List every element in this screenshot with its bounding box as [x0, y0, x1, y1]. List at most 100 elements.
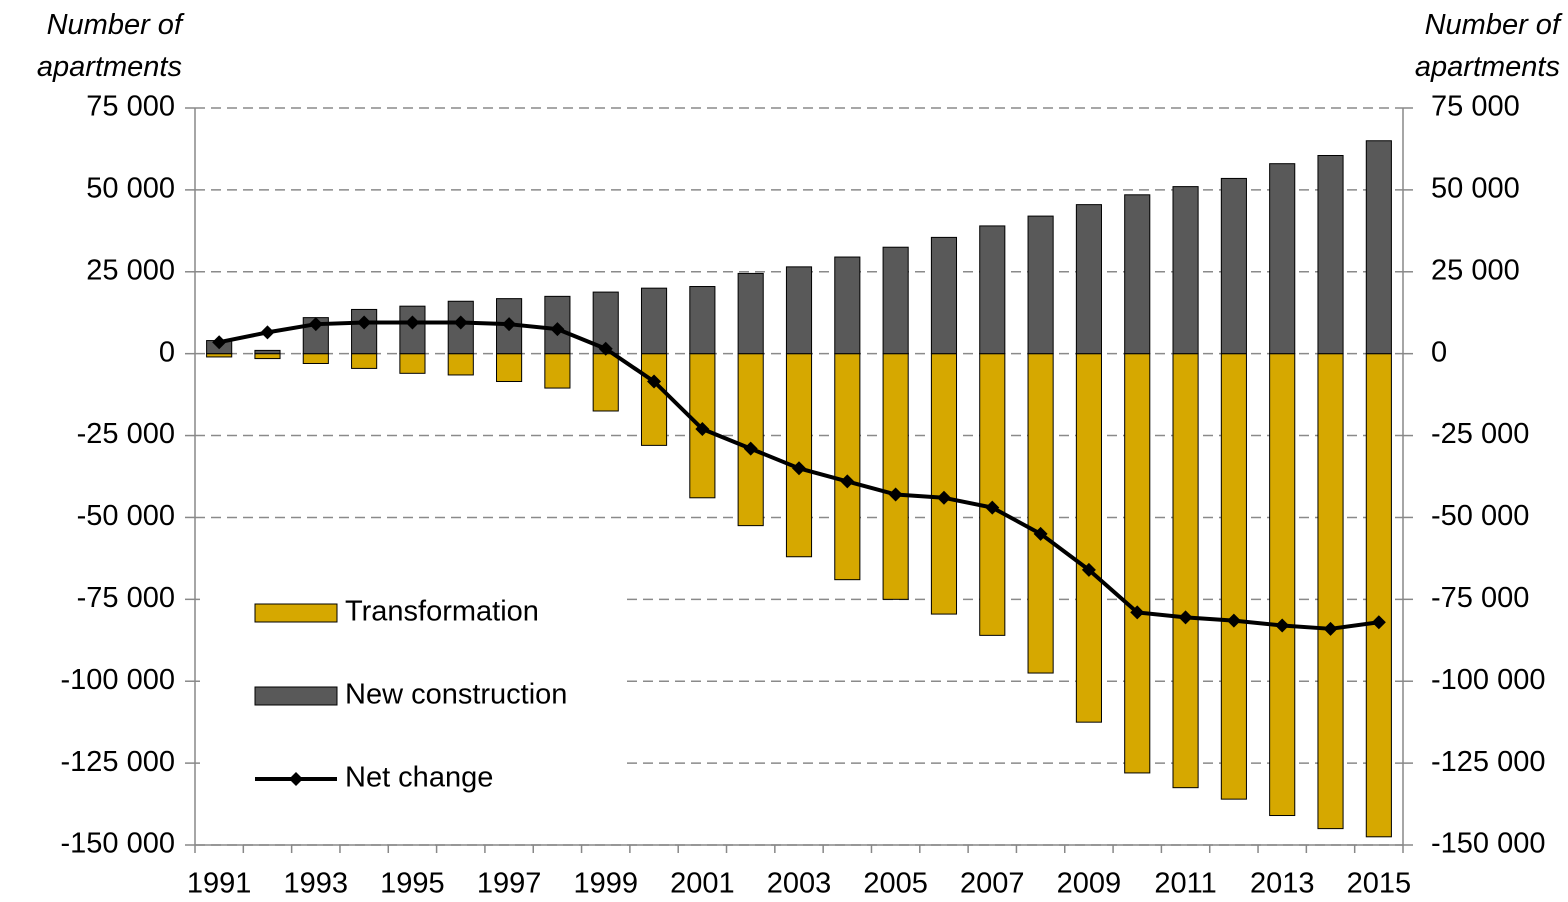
x-tick-label: 1999 — [573, 868, 638, 900]
y2-tick-label: -125 000 — [1431, 746, 1546, 778]
bar — [1220, 353, 1247, 800]
bar — [1317, 353, 1344, 830]
x-tick-label: 2015 — [1347, 868, 1412, 900]
marker — [502, 317, 517, 332]
bar — [1124, 353, 1151, 774]
y-tick-label: 0 — [159, 336, 175, 368]
bar — [399, 305, 426, 355]
y2-tick-label: -75 000 — [1431, 582, 1529, 614]
bar — [351, 353, 378, 369]
bar — [1075, 204, 1102, 355]
bar — [1172, 353, 1199, 789]
bar — [1365, 353, 1392, 838]
bar — [447, 353, 474, 376]
bar — [1124, 194, 1151, 355]
marker — [695, 422, 710, 437]
bar — [1027, 353, 1054, 674]
bar — [254, 353, 281, 360]
marker — [985, 500, 1000, 515]
y-tick-label: -125 000 — [61, 746, 176, 778]
bar — [1269, 163, 1296, 355]
y-tick-label: -75 000 — [77, 582, 175, 614]
x-tick-label: 1993 — [284, 868, 349, 900]
bar — [544, 353, 571, 389]
y-tick-label: 50 000 — [86, 173, 175, 205]
marker — [598, 341, 613, 356]
x-tick-label: 2005 — [863, 868, 928, 900]
bar — [785, 353, 813, 558]
legend-label: Transformation — [345, 596, 539, 628]
bar — [1027, 215, 1054, 355]
y2-tick-label: -150 000 — [1431, 828, 1546, 860]
x-tick-label: 2011 — [1154, 868, 1216, 900]
marker — [743, 441, 758, 456]
marker — [1178, 610, 1193, 625]
bar — [302, 353, 329, 364]
bar — [254, 349, 281, 355]
marker — [453, 315, 468, 330]
bar — [930, 236, 958, 355]
y-tick-label: 25 000 — [86, 254, 175, 286]
legend-label: Net change — [345, 762, 493, 794]
bar — [689, 353, 716, 499]
legend-swatch — [254, 686, 338, 706]
bar — [640, 287, 668, 355]
x-tick-label: 1997 — [477, 868, 542, 900]
bar — [1075, 353, 1102, 723]
bar — [1317, 154, 1344, 355]
bar — [592, 353, 619, 412]
marker — [212, 335, 227, 350]
y2-tick-label: -25 000 — [1431, 418, 1529, 450]
x-tick-label: 2009 — [1057, 868, 1122, 900]
marker — [405, 315, 420, 330]
x-tick-label: 2001 — [670, 868, 735, 900]
marker — [357, 315, 372, 330]
marker — [308, 317, 323, 332]
y2-tick-label: -100 000 — [1431, 664, 1546, 696]
bar — [689, 286, 716, 355]
marker — [260, 325, 275, 340]
legend-label: New construction — [345, 679, 567, 711]
bar — [1220, 177, 1247, 355]
y-axis-title: Number of apartments — [36, 9, 182, 83]
bar — [640, 353, 668, 446]
bar — [399, 353, 426, 374]
marker — [1033, 526, 1048, 541]
marker — [1323, 621, 1338, 636]
bar — [496, 353, 523, 383]
y2-tick-label: 25 000 — [1431, 254, 1520, 286]
marker — [1275, 618, 1290, 633]
bar — [882, 246, 909, 355]
bar — [882, 353, 909, 600]
legend-swatch — [254, 603, 338, 623]
bar — [1365, 140, 1392, 355]
y2-tick-label: -50 000 — [1431, 500, 1529, 532]
y-tick-label: -150 000 — [61, 828, 176, 860]
marker — [1081, 562, 1096, 577]
marker — [792, 461, 806, 476]
y-tick-label: 75 000 — [86, 91, 175, 123]
x-tick-label: 2007 — [960, 868, 1025, 900]
bar — [785, 266, 813, 355]
marker — [1226, 613, 1241, 628]
bar — [834, 353, 861, 581]
y-tick-label: -100 000 — [61, 664, 176, 696]
legend-marker — [289, 772, 303, 786]
marker — [936, 490, 951, 505]
bar — [1172, 186, 1199, 355]
bar — [737, 272, 764, 355]
x-tick-label: 2003 — [767, 868, 832, 900]
marker — [888, 487, 903, 502]
marker — [1371, 615, 1386, 630]
bar — [737, 353, 764, 527]
y-tick-label: -50 000 — [77, 500, 175, 532]
y2-tick-label: 50 000 — [1431, 173, 1520, 205]
marker — [550, 322, 565, 337]
bar — [834, 256, 861, 355]
marker — [647, 374, 662, 389]
x-tick-label: 2013 — [1250, 868, 1315, 900]
x-tick-label: 1995 — [380, 868, 445, 900]
y-tick-label: -25 000 — [77, 418, 175, 450]
